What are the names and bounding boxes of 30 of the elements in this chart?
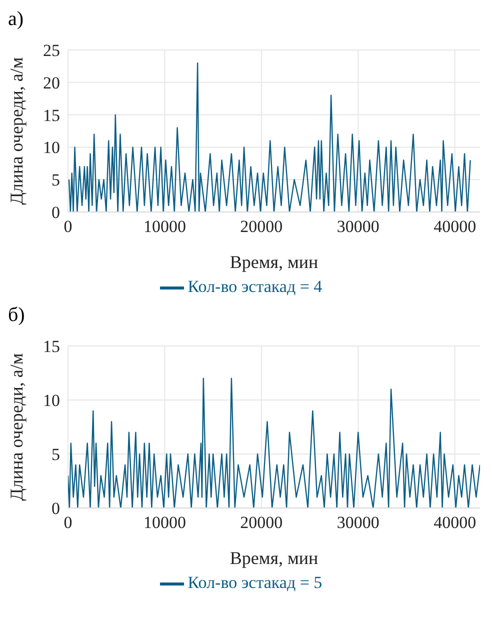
y-tick-label: 5 xyxy=(52,170,60,190)
x-tick-label: 20000 xyxy=(240,513,283,532)
y-tick-label: 15 xyxy=(43,337,60,356)
y-tick-label: 5 xyxy=(52,445,60,464)
x-axis-title: Время, мин xyxy=(230,548,319,568)
y-tick-label: 20 xyxy=(43,73,60,92)
y-tick-label: 0 xyxy=(52,203,60,222)
line-series xyxy=(68,62,471,212)
x-axis-title: Время, мин xyxy=(230,252,319,272)
x-tick-label: 10000 xyxy=(143,217,186,236)
x-tick-label: 40000 xyxy=(434,217,476,236)
chart-title: б) xyxy=(8,304,26,328)
x-tick-label: 30000 xyxy=(336,513,380,532)
x-tick-label: 20000 xyxy=(240,217,283,236)
line-series xyxy=(68,378,480,508)
y-tick-label: 10 xyxy=(43,138,60,158)
x-tick-label: 0 xyxy=(64,217,72,236)
x-tick-label: 30000 xyxy=(336,217,380,236)
chart-title: а) xyxy=(8,8,25,32)
x-tick-label: 40000 xyxy=(434,513,476,532)
y-tick-label: 10 xyxy=(43,391,60,410)
legend-label: Кол-во эстакад = 5 xyxy=(188,572,322,592)
x-tick-label: 0 xyxy=(64,513,72,532)
y-axis-title: Длина очереди, а/м xyxy=(6,57,26,205)
y-tick-label: 0 xyxy=(52,499,60,518)
x-tick-label: 10000 xyxy=(143,513,186,532)
y-tick-label: 15 xyxy=(43,106,60,125)
y-tick-label: 25 xyxy=(43,41,60,60)
legend-label: Кол-во эстакад = 4 xyxy=(188,276,322,296)
y-axis-title: Длина очереди, а/м xyxy=(6,353,26,501)
